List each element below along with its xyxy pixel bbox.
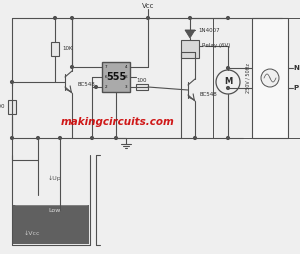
Text: 8: 8 xyxy=(124,75,127,79)
Circle shape xyxy=(11,136,14,139)
Text: P: P xyxy=(293,85,298,91)
Circle shape xyxy=(261,69,279,87)
Circle shape xyxy=(53,17,56,20)
Text: 7: 7 xyxy=(105,65,108,69)
Circle shape xyxy=(70,17,74,20)
Text: 3: 3 xyxy=(124,85,127,89)
Text: 2: 2 xyxy=(105,85,108,89)
Bar xyxy=(252,18,288,138)
Text: M: M xyxy=(224,77,232,87)
Bar xyxy=(102,62,130,92)
Circle shape xyxy=(70,66,74,69)
Text: 555: 555 xyxy=(106,72,126,82)
Circle shape xyxy=(91,136,94,139)
Circle shape xyxy=(194,136,196,139)
Text: 6: 6 xyxy=(105,75,108,79)
Polygon shape xyxy=(185,30,195,38)
Text: ↓Vcc: ↓Vcc xyxy=(24,230,40,235)
Bar xyxy=(8,100,16,114)
Text: makingcircuits.com: makingcircuits.com xyxy=(61,117,175,127)
Circle shape xyxy=(226,136,230,139)
Text: BC548: BC548 xyxy=(77,83,95,87)
Circle shape xyxy=(188,17,191,20)
Circle shape xyxy=(11,81,14,84)
Bar xyxy=(13,205,89,244)
Text: 4: 4 xyxy=(124,65,127,69)
Circle shape xyxy=(115,136,118,139)
Circle shape xyxy=(94,86,98,88)
Text: 100: 100 xyxy=(137,77,147,83)
Text: N: N xyxy=(293,65,299,71)
Text: Vcc: Vcc xyxy=(142,3,154,9)
Bar xyxy=(51,42,59,56)
Circle shape xyxy=(226,17,230,20)
Text: BC548: BC548 xyxy=(200,92,218,98)
Circle shape xyxy=(226,87,230,89)
Text: ↓Up: ↓Up xyxy=(48,175,62,181)
Bar xyxy=(136,84,148,90)
Text: 250V / 50Hz: 250V / 50Hz xyxy=(245,63,250,93)
Text: 1N4007: 1N4007 xyxy=(198,28,220,34)
Bar xyxy=(181,40,199,58)
Circle shape xyxy=(146,17,149,20)
Circle shape xyxy=(226,67,230,70)
Circle shape xyxy=(58,136,61,139)
Circle shape xyxy=(216,70,240,94)
Text: Low: Low xyxy=(49,209,61,214)
Text: Relay (6V): Relay (6V) xyxy=(202,43,230,49)
Text: 10K: 10K xyxy=(62,46,73,52)
Bar xyxy=(213,18,300,138)
Circle shape xyxy=(37,136,40,139)
Text: 100: 100 xyxy=(0,104,5,109)
